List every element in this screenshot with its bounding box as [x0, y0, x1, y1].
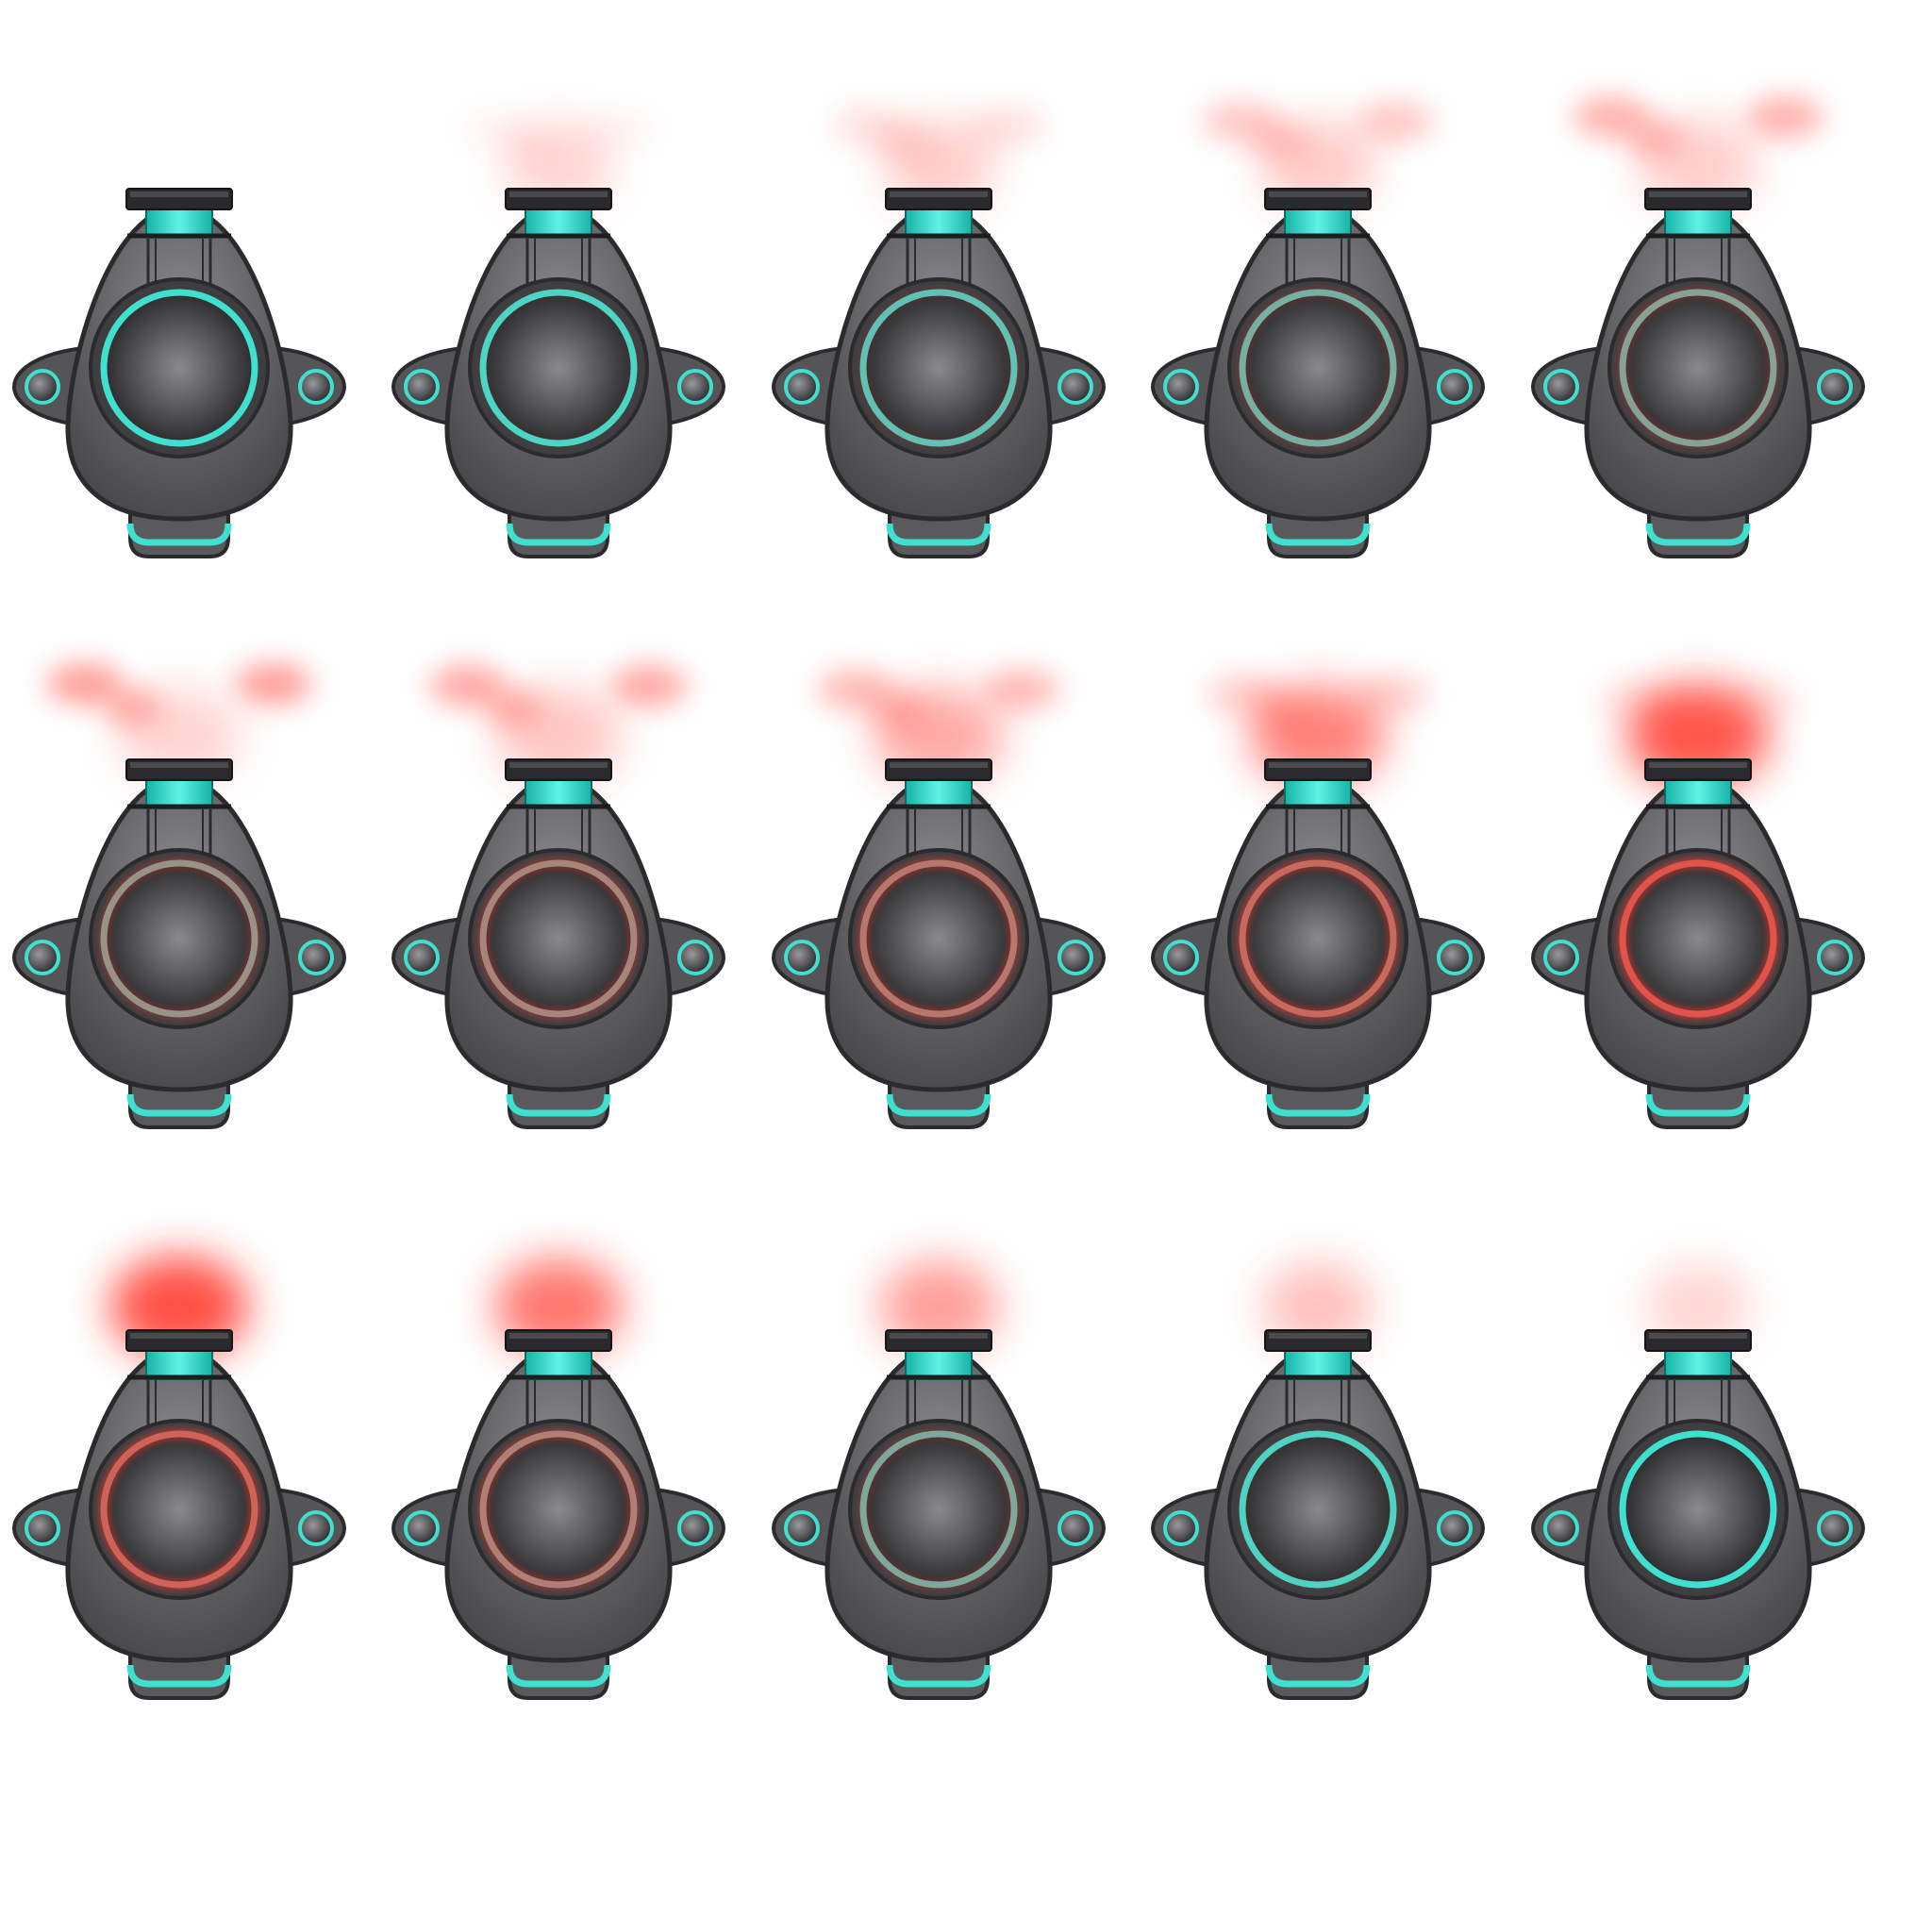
robot-frame-6: [14, 663, 344, 1127]
core-ring: [1239, 859, 1397, 1018]
core-sphere: [1624, 1436, 1772, 1583]
robot-frame-1: [14, 189, 344, 557]
robot-frame-10: [1533, 678, 1863, 1127]
core-ring: [479, 1430, 638, 1589]
core-sphere: [106, 294, 253, 441]
core-ring: [1619, 1430, 1777, 1589]
robot-frame-14: [1153, 1262, 1483, 1698]
alert-plume: [1645, 1263, 1751, 1350]
core-ring: [1239, 289, 1397, 447]
core-ring: [100, 859, 258, 1018]
core-sphere: [1624, 294, 1772, 441]
core-ring: [859, 859, 1018, 1018]
robot-frame-5: [1533, 96, 1863, 557]
core-sphere: [1244, 865, 1391, 1012]
core-ring: [1619, 859, 1777, 1018]
core-ring: [479, 289, 638, 447]
alert-plume: [1262, 1262, 1374, 1351]
core-sphere: [1244, 294, 1391, 441]
alert-plume: [1203, 101, 1433, 210]
robot-frame-13: [774, 1260, 1104, 1698]
core-ring: [1239, 1430, 1397, 1589]
core-sphere: [485, 865, 632, 1012]
alert-plume: [460, 109, 657, 208]
core-sphere: [1624, 865, 1772, 1012]
robot-frame-3: [774, 106, 1104, 557]
core-sphere: [865, 1436, 1012, 1583]
core-ring: [859, 289, 1018, 447]
robot-frame-2: [393, 109, 724, 557]
core-ring: [479, 859, 638, 1018]
robot-frame-11: [14, 1256, 344, 1698]
core-ring: [1619, 289, 1777, 447]
core-ring: [100, 1430, 258, 1589]
core-sphere: [485, 1436, 632, 1583]
core-sphere: [865, 294, 1012, 441]
core-sphere: [106, 1436, 253, 1583]
robot-frame-9: [1153, 674, 1483, 1127]
core-sphere: [1244, 1436, 1391, 1583]
alert-plume: [833, 106, 1044, 209]
alert-plume: [818, 669, 1059, 785]
core-sphere: [865, 865, 1012, 1012]
core-ring: [100, 289, 258, 447]
robot-frame-8: [774, 669, 1104, 1127]
robot-frame-4: [1153, 101, 1483, 557]
core-ring: [859, 1430, 1018, 1589]
core-sphere: [485, 294, 632, 441]
robot-frame-7: [393, 665, 724, 1127]
robot-frame-12: [393, 1257, 724, 1699]
robot-frame-15: [1533, 1263, 1863, 1699]
core-sphere: [106, 865, 253, 1012]
